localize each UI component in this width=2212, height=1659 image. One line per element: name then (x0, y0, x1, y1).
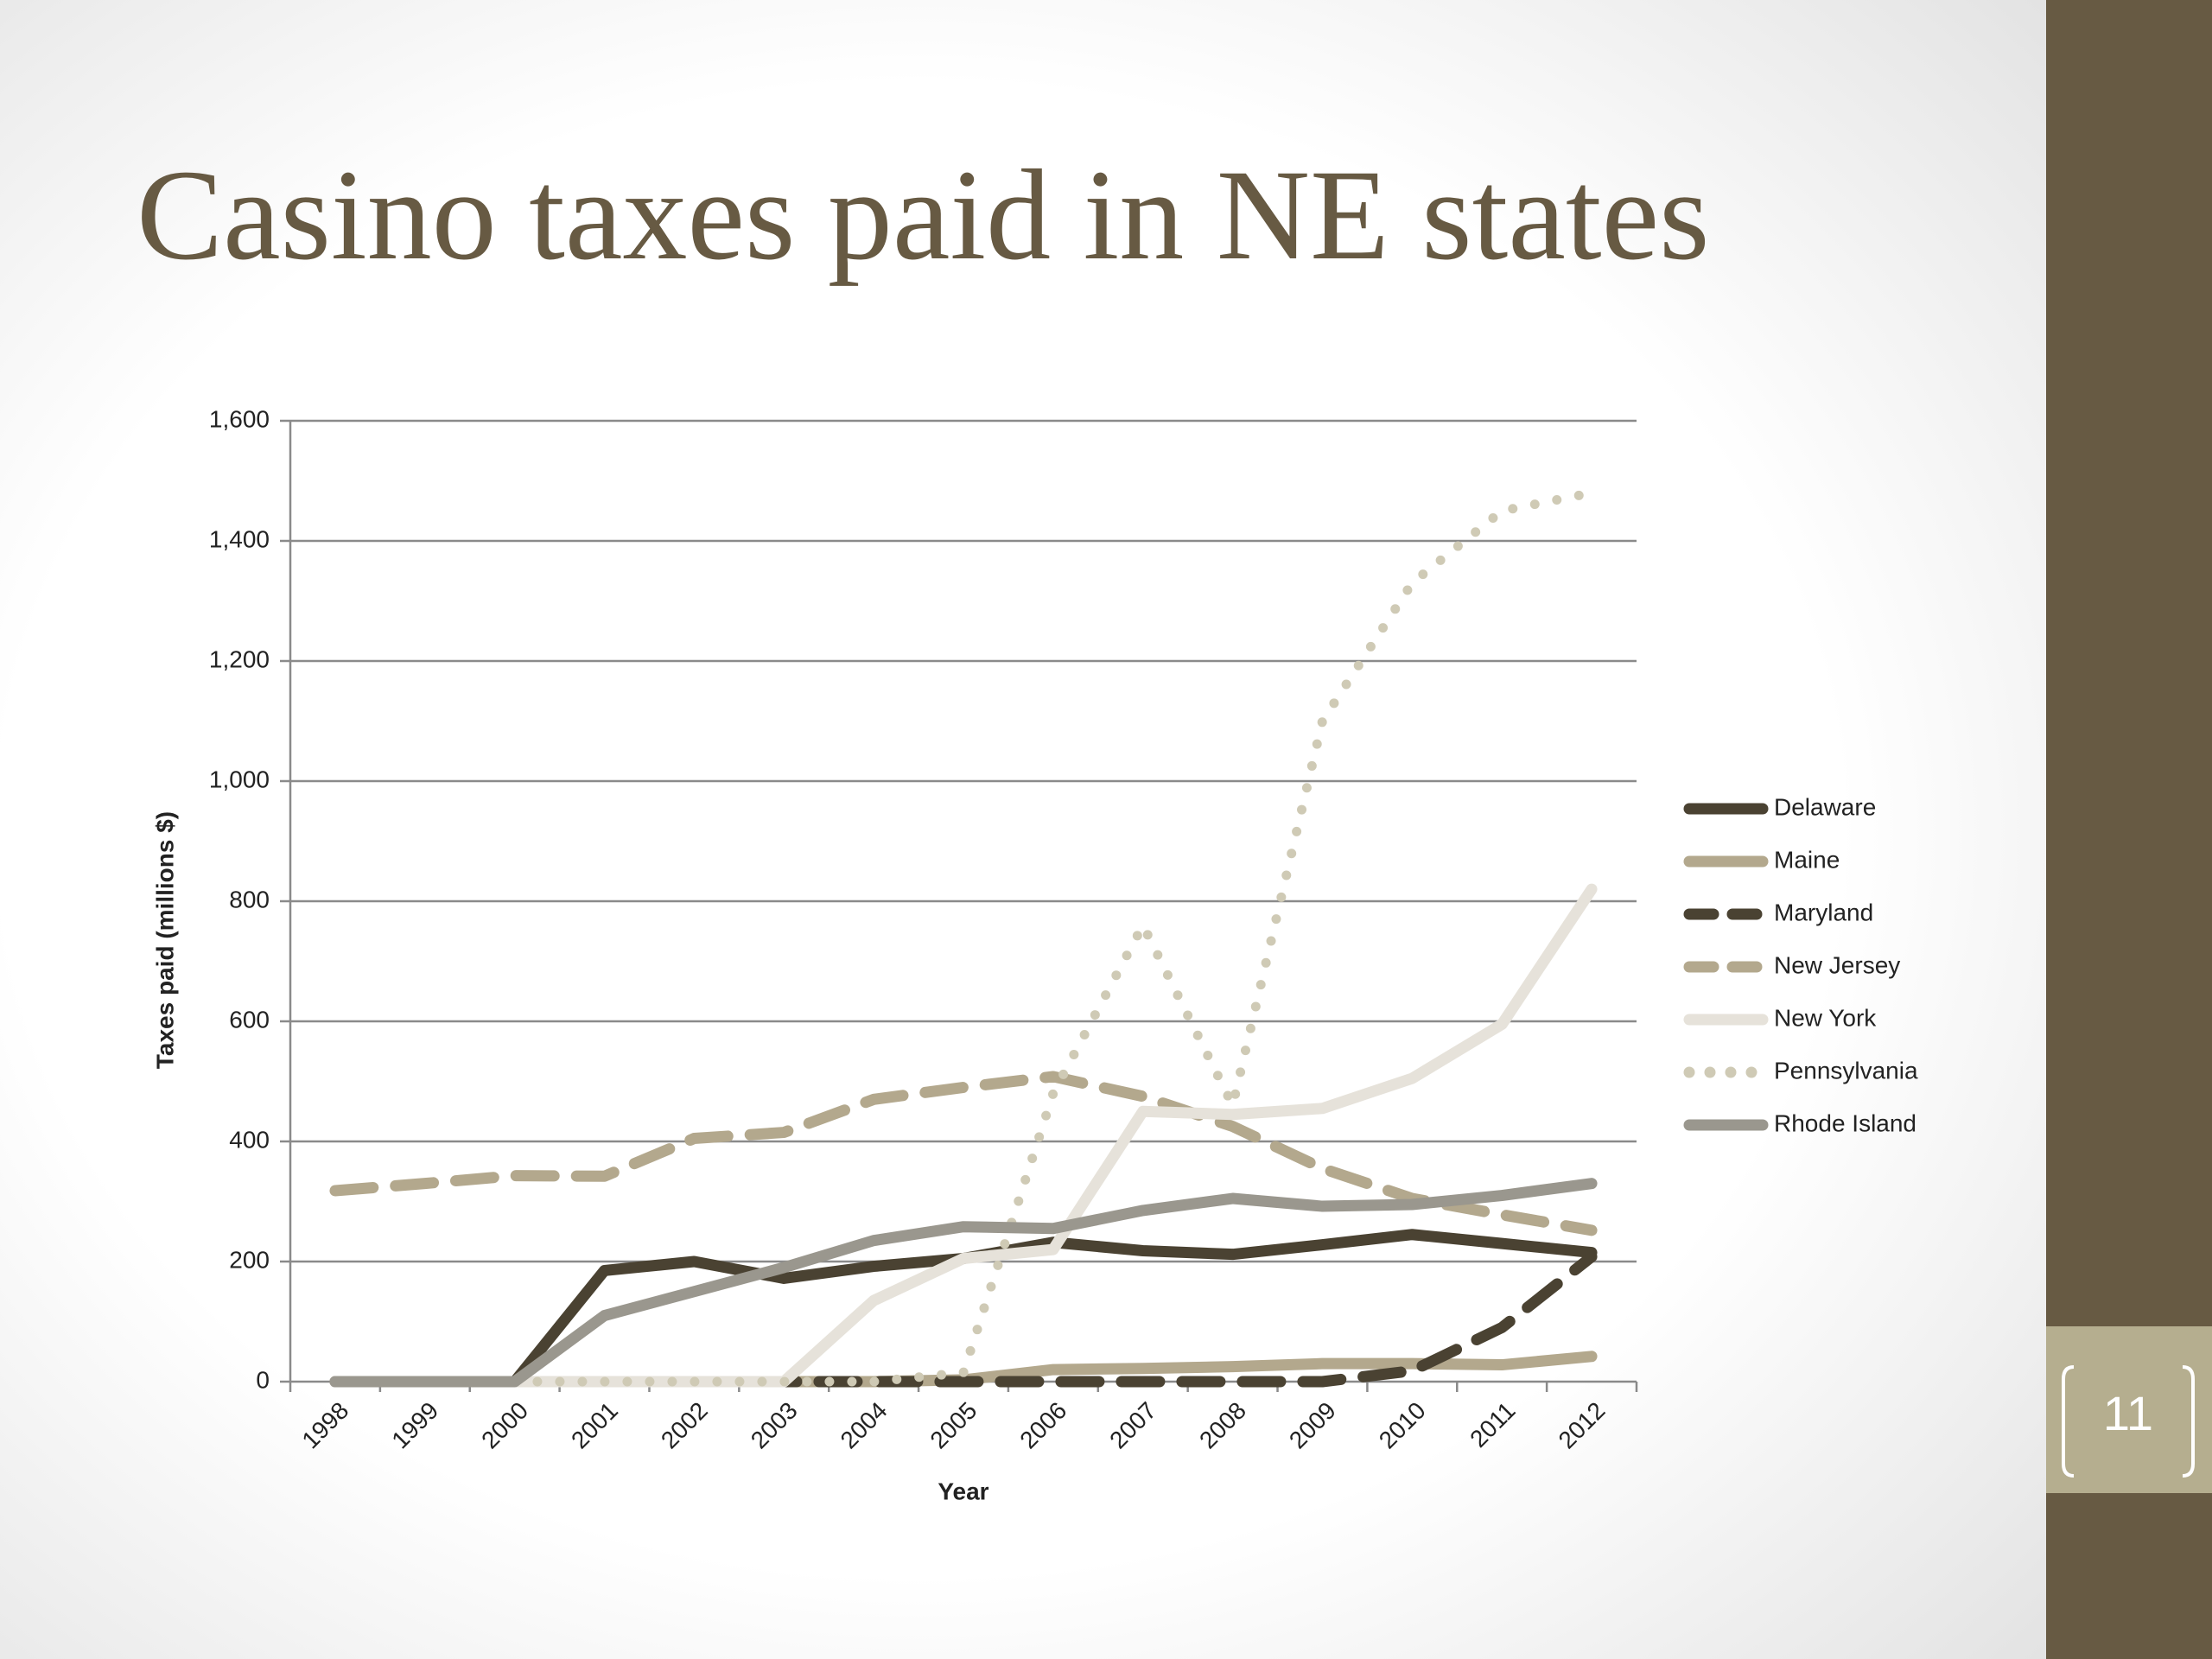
chart-title: Casino taxes paid in NE states (137, 143, 1710, 287)
y-tick-label: 1,600 (209, 405, 270, 432)
series-line (329, 883, 1598, 1388)
y-tick-label: 1,000 (209, 766, 270, 792)
y-tick-label: 0 (256, 1366, 270, 1393)
page-bracket (2062, 1365, 2195, 1478)
legend-label: Rhode Island (1774, 1109, 1916, 1136)
y-axis-title: Taxes paid (millions $) (151, 811, 178, 1069)
series-line (329, 1178, 1598, 1388)
page-number-box (2046, 1326, 2212, 1493)
legend-label: Maine (1774, 846, 1840, 873)
legend-label: Pennsylvania (1774, 1057, 1918, 1084)
y-tick-label: 600 (229, 1006, 270, 1033)
legend-label: Delaware (1774, 793, 1876, 820)
y-tick-label: 400 (229, 1126, 270, 1153)
legend-label: Maryland (1774, 899, 1873, 925)
legend-label: New Jersey (1774, 951, 1900, 978)
y-tick-label: 800 (229, 886, 270, 912)
legend-label: New York (1774, 1004, 1877, 1031)
y-tick-label: 200 (229, 1246, 270, 1273)
series-line (330, 487, 1597, 1387)
page-number: 11 (2103, 1386, 2153, 1440)
y-tick-label: 1,200 (209, 645, 270, 672)
series-line (329, 1071, 1598, 1236)
x-axis-title: Year (938, 1478, 988, 1504)
y-tick-label: 1,400 (209, 525, 270, 552)
